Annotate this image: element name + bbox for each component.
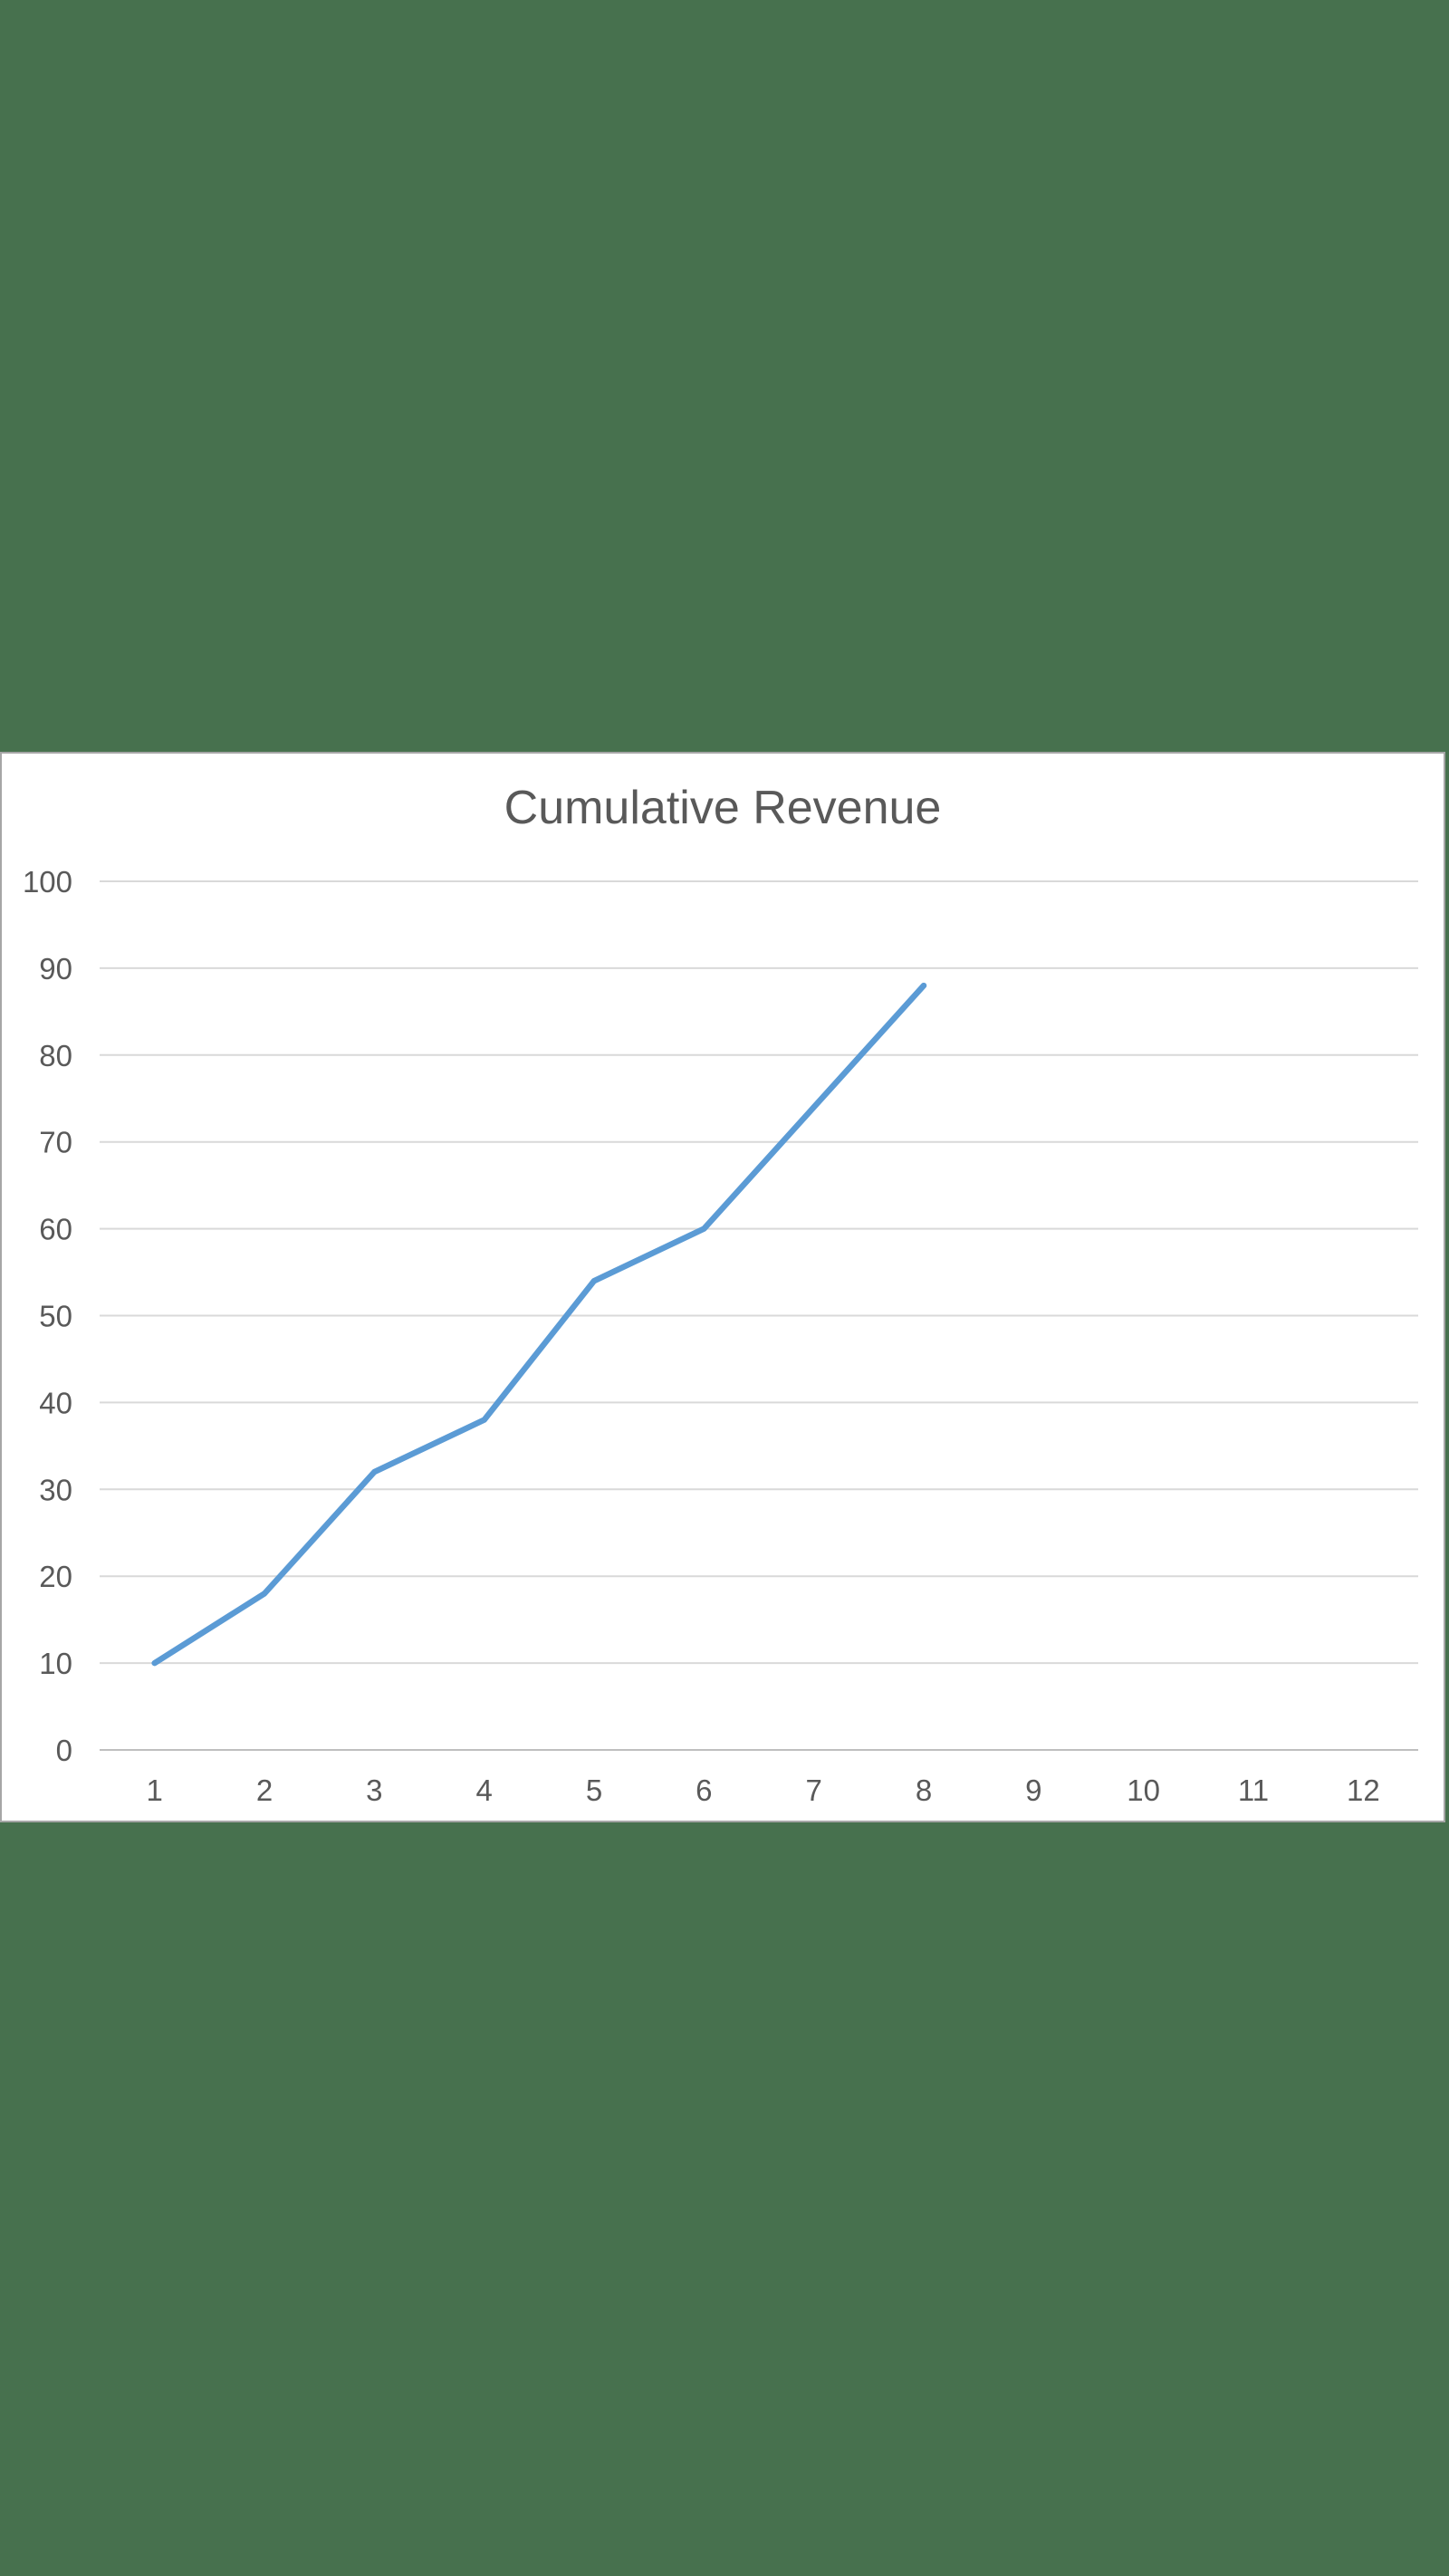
x-axis-tick-label: 7 [805,1773,821,1807]
x-axis-tick-label: 6 [696,1773,712,1807]
x-axis-tick-label: 10 [1127,1773,1160,1807]
y-axis-tick-label: 10 [39,1647,72,1680]
y-axis-tick-label: 80 [39,1039,72,1072]
chart-title: Cumulative Revenue [504,782,942,834]
x-axis-tick-label: 8 [916,1773,932,1807]
series-line-cumulative-revenue[interactable] [151,982,927,1667]
x-axis-tick-label: 4 [475,1773,492,1807]
y-axis-tick-label: 50 [39,1300,72,1333]
y-axis-tick-label: 100 [23,865,72,899]
x-axis-tick-label: 9 [1025,1773,1041,1807]
x-axis-tick-label: 12 [1347,1773,1380,1807]
y-axis-tick-label: 20 [39,1560,72,1593]
x-axis-tick-label: 11 [1238,1773,1269,1807]
x-axis-tick-label: 1 [146,1773,162,1807]
y-axis-tick-label: 90 [39,952,72,985]
y-axis-tick-label: 30 [39,1473,72,1506]
y-axis-tick-label: 0 [56,1734,72,1767]
x-axis-tick-label: 5 [586,1773,602,1807]
x-axis-tick-label: 2 [256,1773,273,1807]
x-axis-tick-label: 3 [366,1773,382,1807]
y-axis-tick-label: 60 [39,1213,72,1246]
y-axis-tick-label: 40 [39,1386,72,1419]
chart-panel[interactable]: 0 10 20 30 40 50 60 70 80 90 100 1 2 3 4 5 6 7 8 9 10 11 12 Cu… [0,752,1445,1822]
y-axis-tick-label: 70 [39,1126,72,1159]
